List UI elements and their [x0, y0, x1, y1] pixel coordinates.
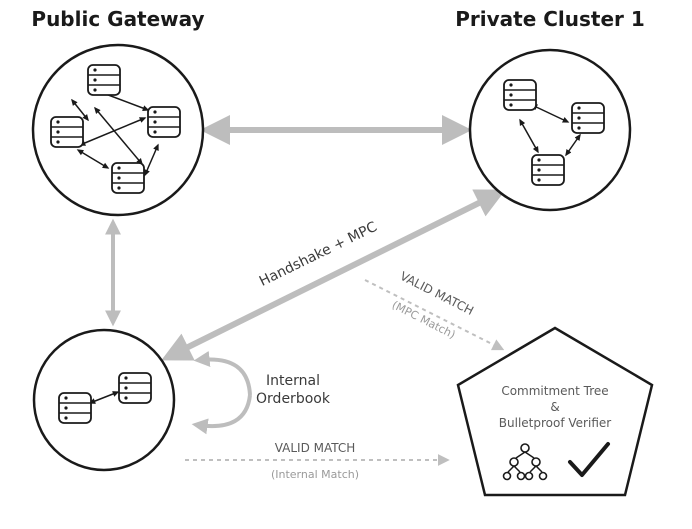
node-commitment-verifier: Commitment Tree & Bulletproof Verifier [458, 328, 652, 495]
diagram-canvas: Public Gateway Private Cluster 1 Handsha… [0, 0, 692, 529]
label-internal-orderbook-1: Internal [266, 373, 320, 389]
label-valid-match-bottom: VALID MATCH [275, 441, 356, 455]
node-public-gateway [33, 45, 203, 215]
server-icon [119, 373, 151, 403]
server-icon [112, 163, 144, 193]
server-icon [88, 65, 120, 95]
title-public-gateway: Public Gateway [31, 7, 204, 31]
pentagon-line1: Commitment Tree [501, 384, 608, 398]
label-valid-match-bottom-sub: (Internal Match) [271, 468, 359, 481]
pentagon-line2: & [550, 400, 559, 414]
node-private-cluster [470, 50, 630, 210]
server-icon [59, 393, 91, 423]
server-icon [504, 80, 536, 110]
node-bottom-left [34, 330, 174, 470]
orderbook-curve-top [200, 359, 250, 395]
orderbook-curve-bottom [198, 395, 250, 426]
server-icon [148, 107, 180, 137]
pentagon-line3: Bulletproof Verifier [499, 416, 611, 430]
server-icon [51, 117, 83, 147]
server-icon [572, 103, 604, 133]
label-internal-orderbook-2: Orderbook [256, 391, 331, 407]
title-private-cluster: Private Cluster 1 [455, 7, 645, 31]
server-icon [532, 155, 564, 185]
